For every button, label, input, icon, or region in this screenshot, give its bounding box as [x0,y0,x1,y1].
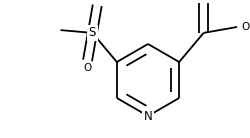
Text: S: S [89,26,96,39]
Text: O: O [241,22,249,32]
Text: O: O [93,0,102,2]
Text: N: N [144,109,152,123]
Text: O: O [84,63,92,73]
